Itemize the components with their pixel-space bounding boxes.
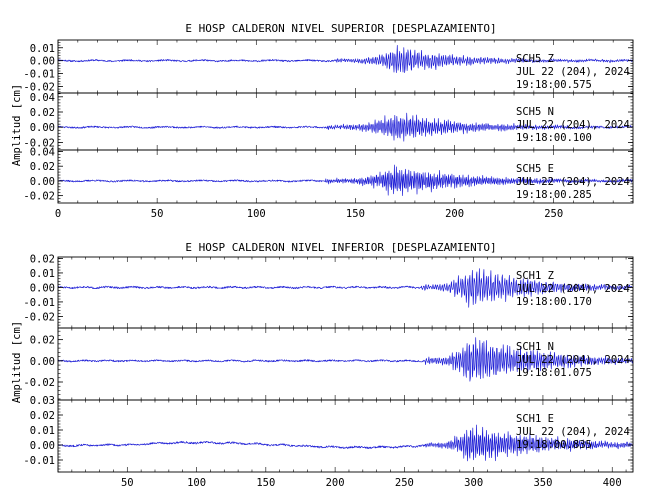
station-component-label: SCH5 Z: [516, 53, 554, 65]
record-date: JUL 22 (204), 2024: [516, 283, 630, 295]
x-tick-label: 400: [603, 477, 622, 489]
panel-frame: [57, 149, 634, 204]
y-tick-label: -0.01: [23, 455, 55, 467]
record-date: JUL 22 (204), 2024: [516, 354, 630, 366]
x-tick-label: 50: [121, 477, 134, 489]
lower-y-axis-label: Amplitud [cm]: [11, 321, 23, 403]
record-time: 19:18:01.075: [516, 367, 592, 379]
record-date: JUL 22 (204), 2024: [516, 426, 630, 438]
x-tick-label: 200: [445, 208, 464, 220]
x-tick-label: 150: [346, 208, 365, 220]
station-component-label: SCH1 E: [516, 413, 554, 425]
station-component-label: SCH5 E: [516, 163, 554, 175]
x-tick-label: 50: [151, 208, 164, 220]
y-tick-label: -0.02: [23, 191, 55, 203]
y-tick-label: -0.02: [23, 311, 55, 323]
record-date: JUL 22 (204), 2024: [516, 66, 630, 78]
record-time: 19:18:00.835: [516, 439, 592, 451]
y-tick-label: 0.02: [30, 335, 55, 347]
record-date: JUL 22 (204), 2024: [516, 119, 630, 131]
y-tick-label: 0.00: [30, 176, 55, 188]
y-tick-label: 0.00: [30, 56, 55, 68]
record-time: 19:18:00.170: [516, 296, 592, 308]
upper-y-axis-label: Amplitud [cm]: [11, 84, 23, 166]
record-time: 19:18:00.285: [516, 189, 592, 201]
seismic-trace-sch1-n: [57, 337, 634, 382]
x-tick-label: 100: [187, 477, 206, 489]
x-tick-label: 200: [326, 477, 345, 489]
station-component-label: SCH1 N: [516, 341, 554, 353]
seismic-trace-sch5-z: [57, 45, 634, 73]
seismic-trace-sch5-e: [57, 164, 634, 196]
y-tick-label: -0.02: [23, 137, 55, 149]
record-time: 19:18:00.100: [516, 132, 592, 144]
y-tick-label: 0.00: [30, 122, 55, 134]
station-component-label: SCH5 N: [516, 106, 554, 118]
y-tick-label: 0.02: [30, 161, 55, 173]
y-tick-label: -0.02: [23, 82, 55, 94]
y-tick-label: -0.02: [23, 377, 55, 389]
station-component-label: SCH1 Z: [516, 270, 554, 282]
record-time: 19:18:00.575: [516, 79, 592, 91]
y-tick-label: 0.00: [30, 440, 55, 452]
y-tick-label: 0.02: [30, 107, 55, 119]
x-tick-label: 150: [256, 477, 275, 489]
y-tick-label: 0.01: [30, 43, 55, 55]
y-tick-label: 0.00: [30, 282, 55, 294]
lower-chart-title: E HOSP CALDERON NIVEL INFERIOR [DESPLAZA…: [185, 241, 496, 254]
seismic-trace-sch1-e: [58, 424, 634, 462]
x-tick-label: 100: [247, 208, 266, 220]
y-tick-label: 0.03: [30, 395, 55, 407]
upper-chart-title: E HOSP CALDERON NIVEL SUPERIOR [DESPLAZA…: [185, 22, 496, 35]
y-tick-label: -0.01: [23, 69, 55, 81]
y-tick-label: 0.00: [30, 356, 55, 368]
y-tick-label: 0.04: [30, 92, 55, 104]
y-tick-label: 0.02: [30, 253, 55, 265]
y-tick-label: -0.01: [23, 297, 55, 309]
x-tick-label: 250: [395, 477, 414, 489]
seismic-trace-sch1-z: [57, 268, 634, 308]
seismic-trace-sch5-n: [57, 112, 634, 142]
y-tick-label: 0.01: [30, 425, 55, 437]
y-tick-label: 0.04: [30, 146, 55, 158]
y-tick-label: 0.02: [30, 410, 55, 422]
x-tick-label: 350: [533, 477, 552, 489]
x-tick-label: 250: [544, 208, 563, 220]
y-tick-label: 0.01: [30, 268, 55, 280]
x-tick-label: 0: [55, 208, 61, 220]
x-tick-label: 300: [464, 477, 483, 489]
record-date: JUL 22 (204), 2024: [516, 176, 630, 188]
